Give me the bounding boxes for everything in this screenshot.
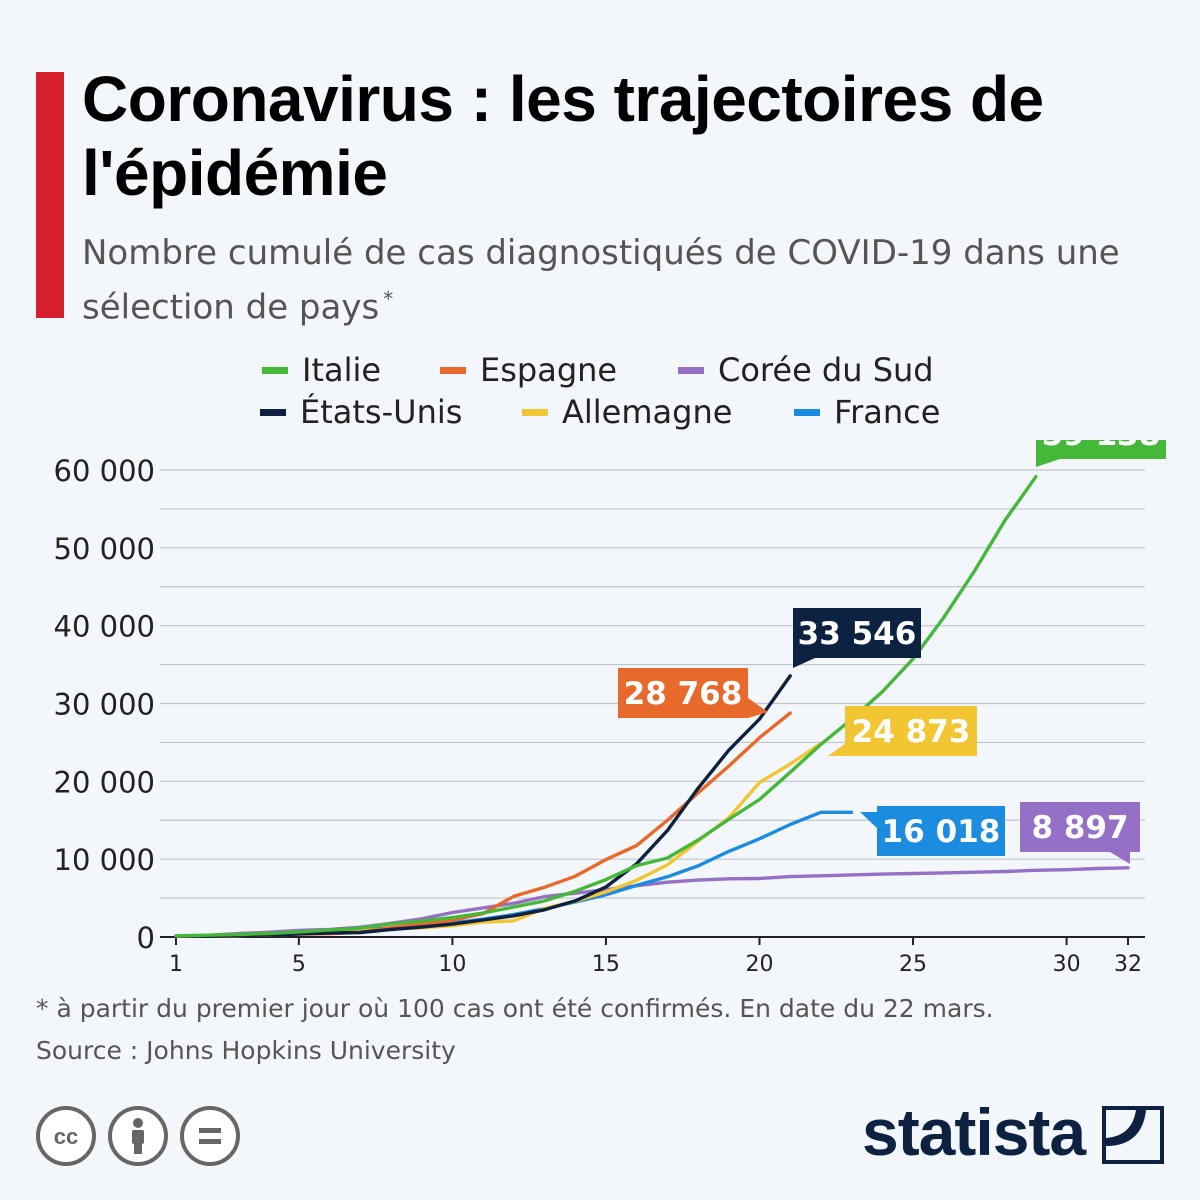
cc-icon[interactable]: cc bbox=[36, 1106, 96, 1166]
y-tick-label: 50 000 bbox=[54, 532, 155, 566]
series-line-italie bbox=[174, 475, 1038, 938]
title-accent-bar bbox=[36, 72, 64, 318]
series-line-coree-du-sud bbox=[174, 866, 1130, 938]
legend-label-coree-du-sud: Corée du Sud bbox=[718, 351, 934, 389]
legend-label-espagne: Espagne bbox=[480, 351, 618, 389]
end-label-value: 8 897 bbox=[1031, 810, 1128, 846]
subtitle-text: Nombre cumulé de cas diagnostiqués de CO… bbox=[82, 233, 1120, 328]
chart-legend: Italie Espagne Corée du Sud États-Unis A… bbox=[0, 348, 1200, 438]
legend-item-etats-unis: États-Unis bbox=[260, 392, 462, 432]
x-tick-label: 32 bbox=[1114, 952, 1142, 977]
end-label-box bbox=[618, 668, 748, 718]
legend-swatch-espagne bbox=[440, 366, 466, 374]
end-label-pointer bbox=[748, 698, 768, 718]
svg-text:cc: cc bbox=[54, 1124, 78, 1149]
series-line-espagne bbox=[174, 711, 792, 938]
end-label-espagne: 28 768 bbox=[618, 668, 768, 718]
equal-icon[interactable] bbox=[180, 1106, 240, 1166]
legend-item-allemagne: Allemagne bbox=[522, 392, 732, 432]
x-tick-label: 30 bbox=[1053, 952, 1081, 977]
x-tick-label: 20 bbox=[745, 952, 773, 977]
legend-label-italie: Italie bbox=[302, 351, 382, 389]
end-label-box bbox=[793, 608, 921, 658]
x-tick-label: 5 bbox=[292, 952, 306, 977]
brand-name: statista bbox=[862, 1095, 1086, 1169]
y-tick-label: 30 000 bbox=[54, 688, 155, 722]
footnote: * à partir du premier jour où 100 cas on… bbox=[36, 988, 1176, 1072]
subtitle-footnote-mark: * bbox=[383, 287, 394, 311]
legend-item-coree-du-sud: Corée du Sud bbox=[678, 350, 934, 390]
end-label-value: 28 768 bbox=[624, 676, 743, 712]
x-tick-label: 25 bbox=[899, 952, 927, 977]
statista-logo-icon bbox=[1102, 1106, 1164, 1164]
x-tick-label: 15 bbox=[592, 952, 620, 977]
end-label-pointer bbox=[1036, 459, 1060, 467]
y-tick-label: 40 000 bbox=[54, 610, 155, 644]
legend-item-espagne: Espagne bbox=[440, 350, 617, 390]
page-title: Coronavirus : les trajectoires de l'épid… bbox=[82, 63, 1044, 209]
end-label-etats-unis: 33 546 bbox=[793, 608, 921, 668]
y-axis: 0 10 000 20 000 30 000 40 000 50 000 60 000 bbox=[54, 454, 155, 955]
end-label-pointer bbox=[828, 744, 845, 756]
legend-label-france: France bbox=[834, 393, 941, 431]
legend-label-etats-unis: États-Unis bbox=[300, 393, 463, 431]
end-label-box bbox=[845, 706, 977, 756]
end-label-italie: 59 138 bbox=[1036, 440, 1166, 467]
end-label-value: 33 546 bbox=[798, 616, 917, 652]
legend-swatch-coree-du-sud bbox=[678, 366, 704, 374]
end-label-pointer bbox=[860, 812, 877, 828]
footnote-note: * à partir du premier jour où 100 cas on… bbox=[36, 994, 994, 1023]
end-label-value: 59 138 bbox=[1042, 440, 1161, 453]
end-label-box bbox=[877, 806, 1005, 856]
legend-item-italie: Italie bbox=[262, 350, 381, 390]
y-tick-label: 10 000 bbox=[54, 843, 155, 877]
y-tick-label: 60 000 bbox=[54, 454, 155, 488]
x-tick-label: 1 bbox=[169, 952, 183, 977]
chart-series-lines bbox=[174, 475, 1130, 938]
legend-swatch-allemagne bbox=[522, 408, 548, 416]
end-label-france: 16 018 bbox=[860, 806, 1005, 856]
chart-gridlines bbox=[160, 469, 1145, 938]
end-label-box bbox=[1020, 802, 1140, 852]
footnote-source: Source : Johns Hopkins University bbox=[36, 1036, 456, 1065]
legend-label-allemagne: Allemagne bbox=[562, 393, 733, 431]
person-icon[interactable] bbox=[108, 1106, 168, 1166]
end-label-pointer bbox=[1110, 852, 1130, 864]
y-tick-label: 20 000 bbox=[54, 765, 155, 799]
y-tick-label: 0 bbox=[137, 921, 155, 955]
legend-swatch-italie bbox=[262, 366, 288, 374]
legend-swatch-france bbox=[794, 408, 820, 416]
legend-swatch-etats-unis bbox=[260, 408, 286, 416]
end-label-box bbox=[1036, 440, 1166, 459]
page-subtitle: Nombre cumulé de cas diagnostiqués de CO… bbox=[82, 230, 1142, 330]
end-label-value: 16 018 bbox=[882, 814, 1001, 850]
end-label-value: 24 873 bbox=[852, 714, 971, 750]
end-label-allemagne: 24 873 bbox=[828, 706, 977, 756]
x-tick-label: 10 bbox=[438, 952, 466, 977]
end-label-pointer bbox=[793, 658, 815, 668]
x-axis: 1 5 10 15 20 25 30 32 bbox=[169, 937, 1142, 977]
legend-item-france: France bbox=[794, 392, 940, 432]
chart-end-labels: 59 138 33 546 28 768 24 873 16 018 8 897 bbox=[618, 440, 1166, 864]
end-label-coree-du-sud: 8 897 bbox=[1020, 802, 1140, 864]
